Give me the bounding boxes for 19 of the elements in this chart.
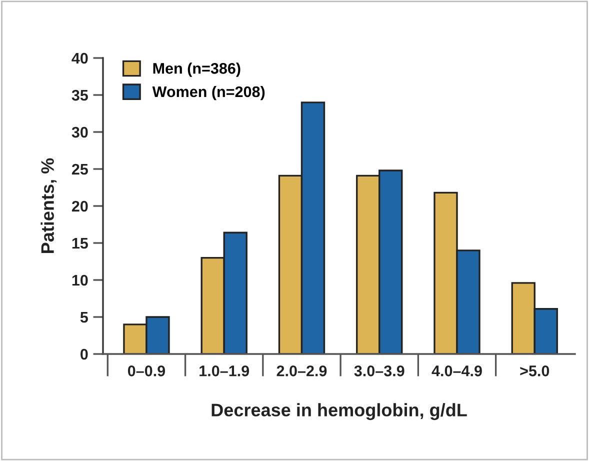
legend-label: Women (n=208) [152, 86, 265, 100]
y-axis-title: Patients, % [40, 158, 57, 253]
x-tick-label: 2.0–2.9 [276, 366, 327, 376]
legend-label: Men (n=386) [153, 62, 240, 77]
y-tick-label: 40 [72, 52, 88, 64]
y-tick-label: 25 [72, 164, 88, 175]
y-tick-label: 5 [80, 312, 88, 323]
y-tick-label: 0 [80, 348, 88, 360]
y-tick-label: 20 [72, 200, 88, 212]
x-tick-label: 4.0–4.9 [432, 366, 482, 376]
y-tick-label: 30 [72, 126, 88, 138]
x-tick-label: >5.0 [520, 366, 550, 376]
y-tick-label: 15 [72, 238, 88, 249]
x-tick-label: 3.0–3.9 [354, 366, 404, 376]
x-tick-label: 0–0.9 [128, 366, 166, 376]
y-tick-label: 35 [72, 90, 88, 101]
y-tick-label: 10 [72, 274, 88, 286]
x-axis-title: Decrease in hemoglobin, g/dL [212, 403, 467, 420]
x-tick-label: 1.0–1.9 [200, 366, 250, 376]
